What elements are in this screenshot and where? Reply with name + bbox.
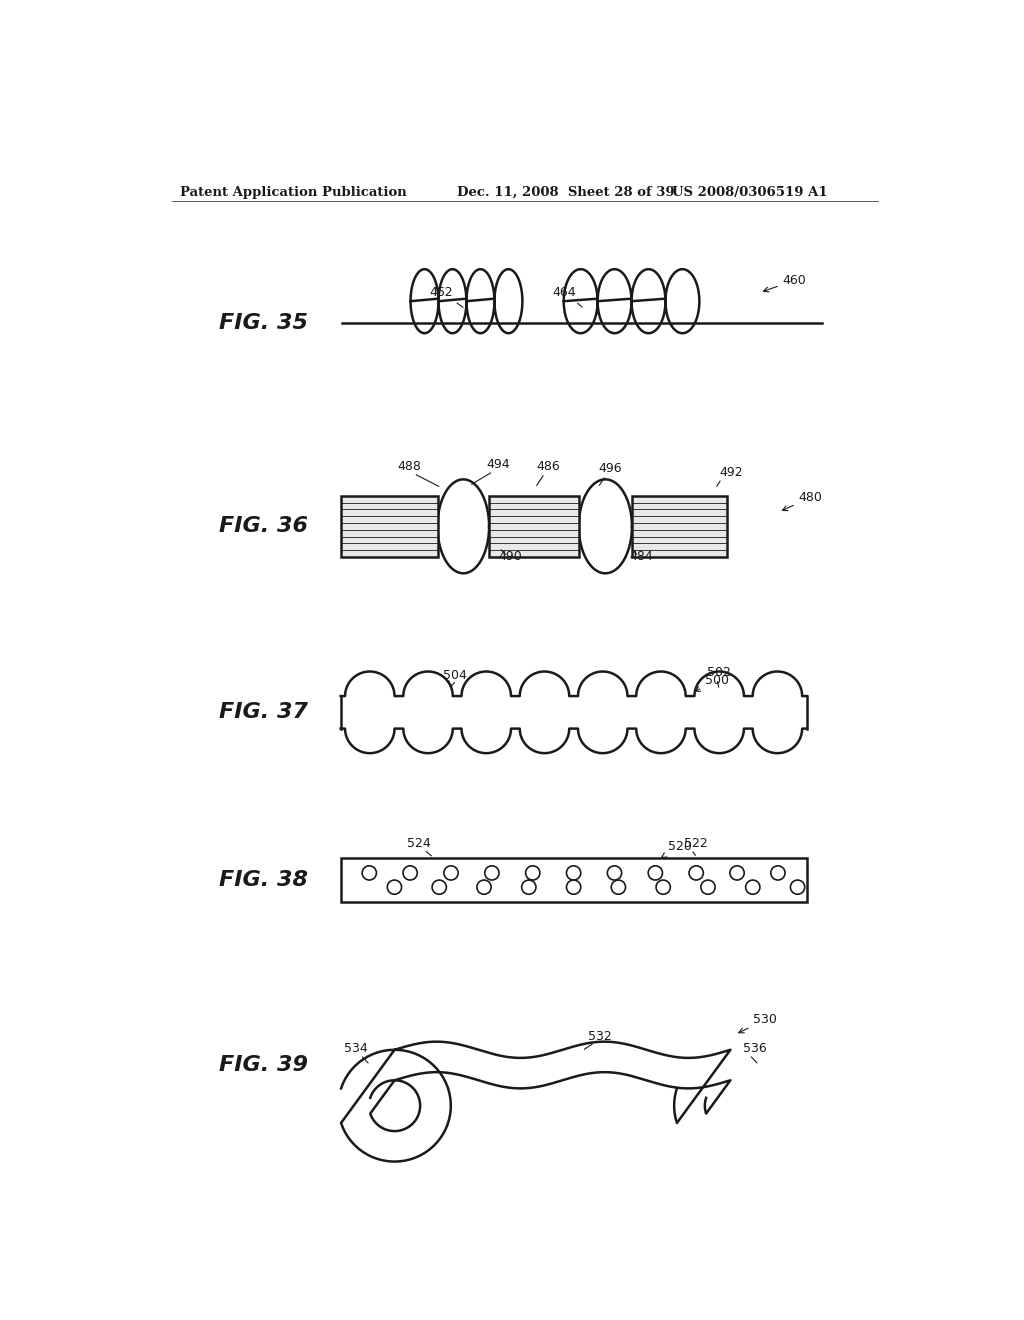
Text: 502: 502 xyxy=(708,665,731,678)
Text: 524: 524 xyxy=(408,837,431,850)
Circle shape xyxy=(648,866,663,880)
Circle shape xyxy=(791,880,805,894)
Text: FIG. 37: FIG. 37 xyxy=(219,702,308,722)
Circle shape xyxy=(700,880,715,894)
Text: FIG. 38: FIG. 38 xyxy=(219,870,308,890)
Text: US 2008/0306519 A1: US 2008/0306519 A1 xyxy=(672,186,827,199)
Text: Patent Application Publication: Patent Application Publication xyxy=(179,186,407,199)
Text: 522: 522 xyxy=(684,837,708,850)
Polygon shape xyxy=(341,1041,730,1162)
Text: 484: 484 xyxy=(630,550,653,562)
Circle shape xyxy=(566,880,581,894)
Bar xyxy=(489,496,579,557)
Text: 492: 492 xyxy=(719,466,742,479)
Circle shape xyxy=(607,866,622,880)
Text: FIG. 39: FIG. 39 xyxy=(219,1055,308,1074)
Circle shape xyxy=(484,866,499,880)
Circle shape xyxy=(730,866,744,880)
Text: 530: 530 xyxy=(738,1014,777,1032)
Circle shape xyxy=(611,880,626,894)
Bar xyxy=(632,496,727,557)
Circle shape xyxy=(432,880,446,894)
Circle shape xyxy=(771,866,785,880)
Text: 488: 488 xyxy=(397,461,422,474)
Text: FIG. 36: FIG. 36 xyxy=(219,516,308,536)
Text: 496: 496 xyxy=(599,462,623,475)
Text: 480: 480 xyxy=(782,491,822,511)
Circle shape xyxy=(525,866,540,880)
Bar xyxy=(341,496,437,557)
Text: 460: 460 xyxy=(764,273,807,292)
Circle shape xyxy=(477,880,492,894)
Polygon shape xyxy=(341,672,807,754)
Text: 532: 532 xyxy=(589,1030,612,1043)
Text: 486: 486 xyxy=(537,461,560,474)
Text: 462: 462 xyxy=(430,285,463,308)
Circle shape xyxy=(745,880,760,894)
Text: 520: 520 xyxy=(662,840,691,858)
Bar xyxy=(341,858,807,903)
Text: Dec. 11, 2008  Sheet 28 of 39: Dec. 11, 2008 Sheet 28 of 39 xyxy=(458,186,675,199)
Circle shape xyxy=(362,866,377,880)
Text: FIG. 35: FIG. 35 xyxy=(219,313,308,333)
Text: 490: 490 xyxy=(499,550,522,562)
Text: 500: 500 xyxy=(695,675,729,692)
Circle shape xyxy=(656,880,671,894)
Text: 464: 464 xyxy=(553,285,583,308)
Text: 534: 534 xyxy=(344,1041,368,1055)
Circle shape xyxy=(689,866,703,880)
Circle shape xyxy=(387,880,401,894)
Circle shape xyxy=(403,866,418,880)
Circle shape xyxy=(521,880,536,894)
Text: 536: 536 xyxy=(743,1041,767,1055)
Text: 504: 504 xyxy=(443,669,467,682)
Circle shape xyxy=(443,866,458,880)
Text: 494: 494 xyxy=(486,458,510,471)
Circle shape xyxy=(566,866,581,880)
